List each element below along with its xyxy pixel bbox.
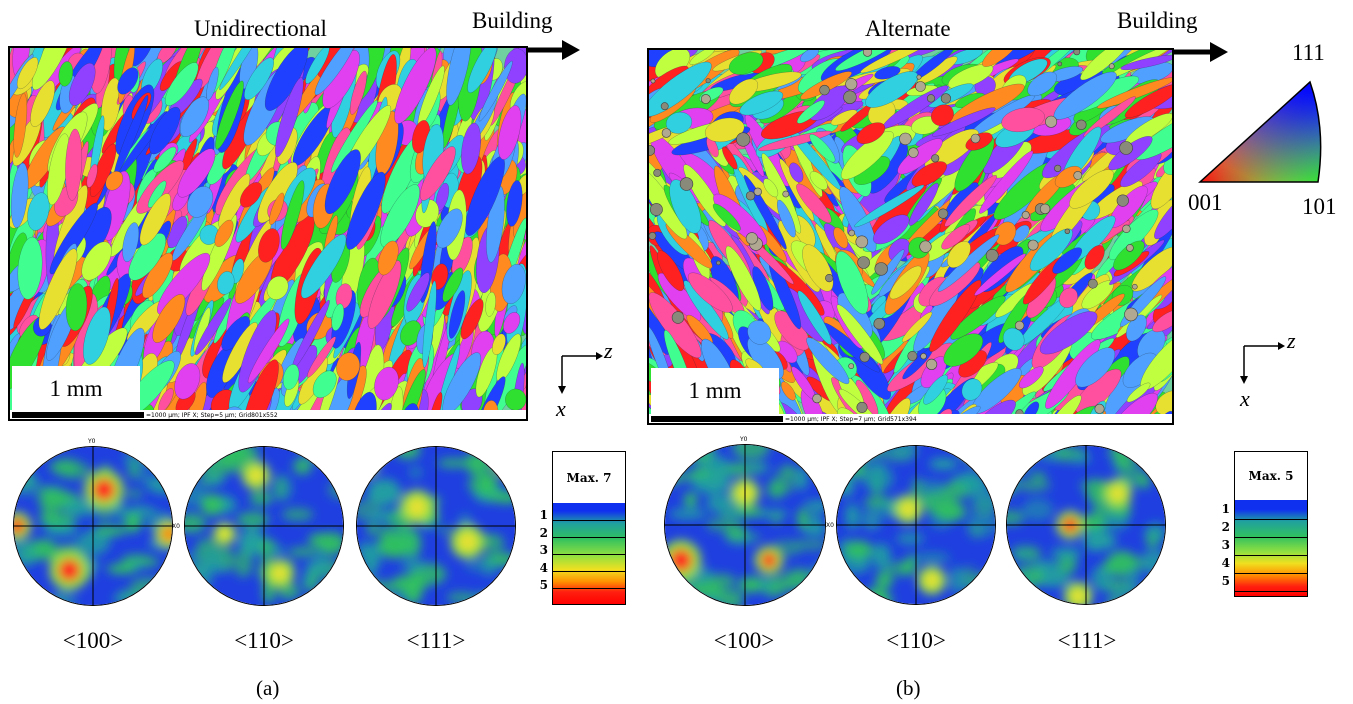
panel-a-building-arrow — [522, 40, 580, 60]
ipf-key-001-label: 001 — [1188, 190, 1223, 215]
panel-b-title: Alternate — [865, 16, 951, 41]
panel-b-intensity-legend: Max. 5 — [1234, 451, 1308, 597]
panel-a-axis-x-label: x⃗ — [556, 396, 583, 421]
panel-a-legend-bar — [553, 503, 625, 604]
panel-b-scale-bar — [651, 416, 783, 422]
panel-a-scale-bar — [12, 412, 144, 418]
panel-a-pf-label-111: <111> — [406, 628, 466, 653]
ipf-key-101-label: 101 — [1302, 194, 1337, 219]
panel-b-pf-label-111: <111> — [1057, 628, 1117, 653]
panel-b-building-arrow — [1170, 42, 1228, 62]
panel-a-legend-max: Max. 7 — [566, 471, 612, 485]
panel-a-caption: (a) — [256, 676, 280, 700]
panel-b-axis-z-label: z⃗ — [1287, 328, 1313, 353]
panel-a-pole-figure-111 — [356, 446, 516, 606]
panel-a-legend-tick-1: 1 — [539, 508, 548, 522]
panel-a-pole-figure-110 — [184, 446, 344, 606]
panel-b-pole-figure-100 — [664, 444, 826, 606]
panel-b-legend-max: Max. 5 — [1248, 469, 1294, 483]
panel-b-pf-label-110: <110> — [886, 628, 946, 653]
panel-a-pf-x0-label: X0 — [172, 523, 180, 530]
panel-a-title: Unidirectional — [194, 16, 327, 41]
panel-b-legend-tick-1: 1 — [1221, 502, 1230, 516]
panel-b-pole-figure-111 — [1006, 445, 1166, 605]
panel-a-pf-label-100: <100> — [62, 628, 124, 653]
panel-a-legend-tick-3: 3 — [539, 543, 548, 557]
panel-b-axis-x-label: x⃗ — [1240, 386, 1267, 411]
panel-a-axis-arrows — [558, 352, 603, 394]
panel-b-building-label: Building — [1117, 8, 1198, 33]
panel-b-pf-y0-label: Y0 — [740, 436, 748, 443]
panel-b-legend-tick-4: 4 — [1221, 556, 1230, 570]
panel-a-axis-z-label: z⃗ — [604, 338, 630, 363]
panel-a-map-footer: =1000 µm; IPF X; Step=5 µm; Grid801x552 — [10, 410, 526, 419]
panel-b-legend-tick-3: 3 — [1221, 538, 1230, 552]
panel-a-legend-tick-2: 2 — [539, 526, 548, 540]
panel-b-pf-x0-label: X0 — [826, 522, 834, 529]
panel-a-ebsd-map: 1 mm =1000 µm; IPF X; Step=5 µm; Grid801… — [8, 46, 528, 421]
panel-b-scale-label: 1 mm — [651, 368, 779, 414]
panel-b-caption: (b) — [896, 676, 921, 700]
panel-b-legend-bar — [1235, 500, 1307, 596]
panel-a-building-label: Building — [472, 8, 553, 33]
panel-b-pole-figure-110 — [836, 445, 996, 605]
panel-a-pf-y0-label: Y0 — [88, 438, 96, 445]
panel-a-pole-figure-100 — [13, 446, 173, 606]
panel-b-pf-label-100: <100> — [713, 628, 775, 653]
ipf-key-111-label: 111 — [1292, 40, 1325, 65]
panel-b-legend-tick-5: 5 — [1221, 574, 1230, 588]
panel-b-map-footer: =1000 µm; IPF X; Step=7 µm; Grid571x394 — [649, 414, 1172, 423]
panel-a-pf-label-110: <110> — [234, 628, 294, 653]
panel-a-legend-tick-4: 4 — [539, 561, 548, 575]
ipf-color-key-triangle — [1198, 80, 1322, 183]
panel-b-ebsd-map: 1 mm =1000 µm; IPF X; Step=7 µm; Grid571… — [647, 48, 1174, 425]
panel-a-scale-label: 1 mm — [12, 366, 140, 412]
panel-a-intensity-legend: Max. 7 — [552, 451, 626, 605]
panel-a-legend-tick-5: 5 — [539, 578, 548, 592]
panel-b-axis-arrows — [1240, 342, 1285, 384]
panel-b-legend-tick-2: 2 — [1221, 520, 1230, 534]
